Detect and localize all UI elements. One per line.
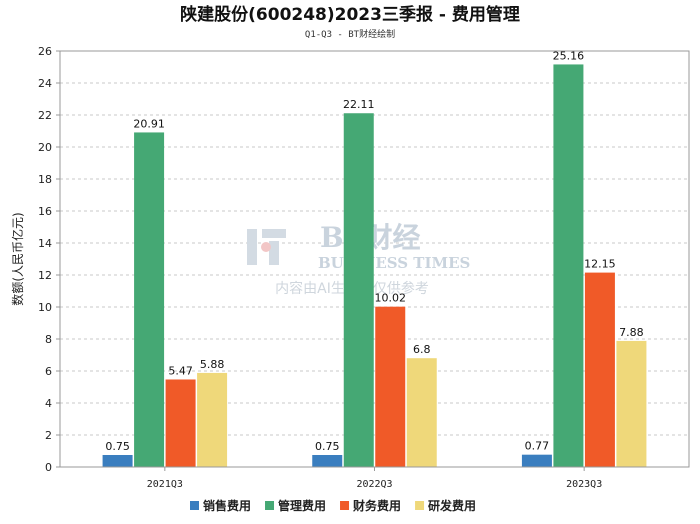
chart-subtitle: Q1-Q3 - BT财经绘制: [305, 28, 395, 40]
bar-2022Q3-销售费用: [312, 455, 343, 467]
bar-2023Q3-研发费用: [616, 340, 647, 467]
bar-2022Q3-财务费用: [375, 306, 406, 467]
bar-2023Q3-财务费用: [584, 272, 615, 467]
data-label: 25.16: [553, 49, 585, 62]
y-tick-label: 0: [45, 461, 52, 474]
x-tick-label: 2023Q3: [566, 479, 602, 490]
plot-frame: [59, 50, 690, 468]
legend-label: 财务费用: [352, 498, 401, 513]
y-tick-label: 22: [38, 109, 52, 122]
bars: [102, 64, 647, 468]
bar-2023Q3-销售费用: [521, 454, 552, 467]
data-label: 20.91: [133, 117, 165, 130]
x-tick-label: 2022Q3: [356, 479, 392, 490]
legend-swatch: [415, 501, 425, 510]
y-tick-label: 18: [38, 173, 52, 186]
chart-title: 陕建股份(600248)2023三季报 - 费用管理: [180, 4, 520, 25]
legend-swatch: [265, 501, 275, 510]
data-label: 0.75: [105, 440, 130, 453]
y-tick-label: 12: [38, 269, 52, 282]
bar-2021Q3-管理费用: [134, 132, 165, 467]
data-label: 5.47: [168, 364, 193, 377]
data-label: 0.77: [525, 440, 550, 453]
y-tick-label: 4: [45, 397, 52, 410]
data-label: 22.11: [343, 98, 375, 111]
bt-logo-icon: [247, 229, 286, 265]
bar-2022Q3-研发费用: [406, 358, 437, 467]
legend: 销售费用 管理费用 财务费用 研发费用: [190, 498, 476, 513]
bar-2021Q3-销售费用: [102, 455, 133, 467]
y-tick-label: 26: [38, 45, 52, 58]
data-label: 10.02: [375, 292, 407, 305]
data-label: 6.8: [413, 343, 431, 356]
x-tick-label: 2021Q3: [147, 479, 183, 490]
bar-2023Q3-管理费用: [553, 64, 584, 467]
data-labels: 0.75 20.91 5.47 5.88 0.75 22.11 10.02 6.8 0.77 25…: [105, 49, 643, 453]
y-axis-label: 数额(人民币亿元): [10, 212, 25, 305]
data-label: 12.15: [584, 258, 616, 271]
data-label: 5.88: [200, 358, 225, 371]
x-axis-ticks: 2021Q3 2022Q3 2023Q3: [147, 467, 602, 490]
bar-2022Q3-管理费用: [343, 113, 374, 468]
y-tick-label: 10: [38, 301, 52, 314]
y-tick-label: 6: [45, 365, 52, 378]
legend-label: 研发费用: [428, 498, 476, 513]
y-tick-label: 16: [38, 205, 52, 218]
y-tick-label: 14: [38, 237, 52, 250]
bar-2021Q3-研发费用: [197, 372, 228, 467]
y-tick-label: 8: [45, 333, 52, 346]
watermark-brand-en: BUSINESS TIMES: [318, 254, 470, 272]
legend-label: 管理费用: [278, 498, 326, 513]
y-tick-label: 20: [38, 141, 52, 154]
y-tick-label: 2: [45, 429, 52, 442]
legend-swatch: [190, 501, 199, 510]
data-label: 7.88: [619, 326, 644, 339]
y-tick-label: 24: [38, 77, 52, 90]
bar-2021Q3-财务费用: [165, 379, 196, 467]
data-label: 0.75: [315, 440, 340, 453]
legend-swatch: [340, 501, 350, 510]
legend-label: 销售费用: [203, 498, 251, 513]
